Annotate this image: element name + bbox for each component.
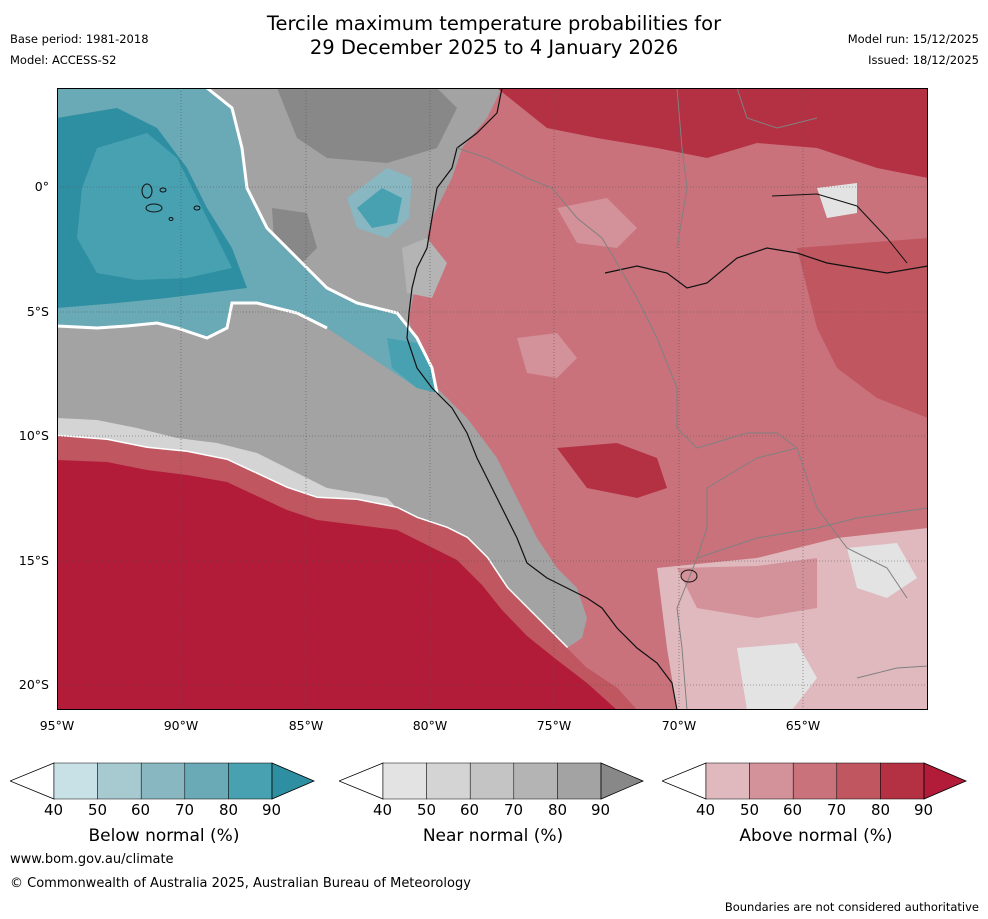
- lat-tick-20s: 20°S: [18, 677, 49, 692]
- colorbar-segment-1: [53, 762, 98, 800]
- lon-tick-95w: 95°W: [39, 718, 75, 733]
- cb-below-tick-80: 80: [219, 801, 239, 819]
- cb-below-tick-50: 50: [88, 801, 108, 819]
- above-normal-dark-center: [557, 443, 667, 498]
- lon-tick-80w: 80°W: [412, 718, 448, 733]
- colorbar-upper-extend: [600, 762, 645, 800]
- boundary-white-2: [57, 301, 328, 340]
- meta-left: Base period: 1981-2018 Model: ACCESS-S2: [10, 32, 149, 74]
- near-normal-pockets-se: [737, 643, 817, 710]
- below-normal-pocket-2: [357, 188, 402, 228]
- lon-tick-70w: 70°W: [661, 718, 697, 733]
- lon-tick-85w: 85°W: [288, 718, 324, 733]
- cb-below-tick-70: 70: [175, 801, 195, 819]
- website-link[interactable]: www.bom.gov.au/climate: [10, 852, 174, 867]
- colorbar-segment-2: [97, 762, 142, 800]
- above-normal-south-band: [57, 436, 637, 710]
- cb-below-tick-60: 60: [131, 801, 151, 819]
- colorbar-segment-5: [228, 762, 273, 800]
- amazon-river: [604, 247, 928, 289]
- colorbar-above-normal: [660, 762, 970, 804]
- cb-below-tick-40: 40: [44, 801, 64, 819]
- cb-near-tick-40: 40: [373, 801, 393, 819]
- lat-tick-10s: 10°S: [18, 428, 49, 443]
- lon-tick-90w: 90°W: [163, 718, 199, 733]
- cb-above-tick-70: 70: [827, 801, 847, 819]
- colorbar-segment-5: [880, 762, 925, 800]
- colorbar-upper-extend: [923, 762, 968, 800]
- cb-near-tick-90: 90: [591, 801, 611, 819]
- cb-near-tick-70: 70: [504, 801, 524, 819]
- northern-river: [771, 193, 908, 264]
- cb-above-tick-90: 90: [914, 801, 934, 819]
- lat-tick-5s: 5°S: [26, 304, 49, 319]
- colorbar-segment-4: [836, 762, 881, 800]
- above-normal-pale-2: [557, 198, 637, 248]
- colorbar-segment-1: [705, 762, 750, 800]
- colorbar-segment-2: [426, 762, 471, 800]
- colorbar-below-title: Below normal (%): [88, 826, 240, 846]
- colorbar-segment-4: [184, 762, 229, 800]
- colorbar-segment-3: [469, 762, 515, 800]
- boundary-white-1: [206, 88, 439, 394]
- meta-right: Model run: 15/12/2025 Issued: 18/12/2025: [848, 32, 979, 74]
- colorbar-upper-extend: [271, 762, 316, 800]
- model-name: Model: ACCESS-S2: [10, 53, 117, 67]
- below-normal-inner: [77, 133, 232, 280]
- above-normal-pale-1: [517, 333, 577, 378]
- colorbar-segment-1: [382, 762, 427, 800]
- cb-near-tick-80: 80: [548, 801, 568, 819]
- lon-tick-75w: 75°W: [536, 718, 572, 733]
- colorbar-segment-2: [749, 762, 794, 800]
- galapagos-islands: [141, 183, 201, 221]
- cb-near-tick-50: 50: [417, 801, 437, 819]
- model-run: Model run: 15/12/2025: [847, 32, 979, 46]
- colorbar-above-ticks: 40 50 60 70 80 90: [662, 801, 970, 821]
- map-title: Tercile maximum temperature probabilitie…: [0, 12, 988, 60]
- cb-above-tick-80: 80: [871, 801, 891, 819]
- lon-tick-65w: 65°W: [785, 718, 821, 733]
- colorbar-near-ticks: 40 50 60 70 80 90: [339, 801, 647, 821]
- colorbar-segment-4: [513, 762, 558, 800]
- colorbar-segment-3: [792, 762, 838, 800]
- colorbar-segment-5: [557, 762, 602, 800]
- lake-titicaca: [680, 569, 698, 583]
- near-normal-dark-top: [277, 88, 457, 163]
- south-america-coastline: [406, 88, 678, 710]
- above-normal-south-ocean: [57, 448, 637, 710]
- above-normal-dark-ne: [497, 88, 928, 178]
- cb-above-tick-60: 60: [783, 801, 803, 819]
- country-borders: [456, 88, 928, 710]
- colorbar-below-ticks: 40 50 60 70 80 90: [10, 801, 318, 821]
- title-line-1: Tercile maximum temperature probabilitie…: [266, 12, 722, 35]
- gridlines: [57, 88, 928, 710]
- colorbar-near-normal: [337, 762, 647, 804]
- above-normal-mid-se: [677, 558, 817, 618]
- cb-above-tick-40: 40: [696, 801, 716, 819]
- title-line-2: 29 December 2025 to 4 January 2026: [309, 36, 679, 59]
- issued-date: Issued: 18/12/2025: [868, 53, 979, 67]
- colorbar-below-normal: [8, 762, 318, 804]
- lat-tick-0: 0°: [34, 179, 49, 194]
- probability-map: [57, 88, 928, 710]
- below-normal-coast: [387, 338, 437, 393]
- lat-tick-15s: 15°S: [18, 553, 49, 568]
- cb-above-tick-50: 50: [740, 801, 760, 819]
- colorbar-near-title: Near normal (%): [422, 826, 564, 846]
- copyright-text: © Commonwealth of Australia 2025, Austra…: [10, 876, 471, 891]
- map-svg: [57, 88, 928, 710]
- boundaries-disclaimer: Boundaries are not considered authoritat…: [724, 900, 979, 914]
- colorbar-segment-3: [140, 762, 186, 800]
- cb-near-tick-60: 60: [460, 801, 480, 819]
- above-normal-dark-east: [797, 238, 928, 418]
- colorbar-above-title: Above normal (%): [739, 826, 893, 846]
- near-normal-light-band: [57, 418, 397, 508]
- colorbar-lower-extend: [660, 762, 707, 800]
- base-period: Base period: 1981-2018: [10, 32, 149, 46]
- colorbar-lower-extend: [8, 762, 55, 800]
- cb-below-tick-90: 90: [262, 801, 282, 819]
- colorbar-lower-extend: [337, 762, 384, 800]
